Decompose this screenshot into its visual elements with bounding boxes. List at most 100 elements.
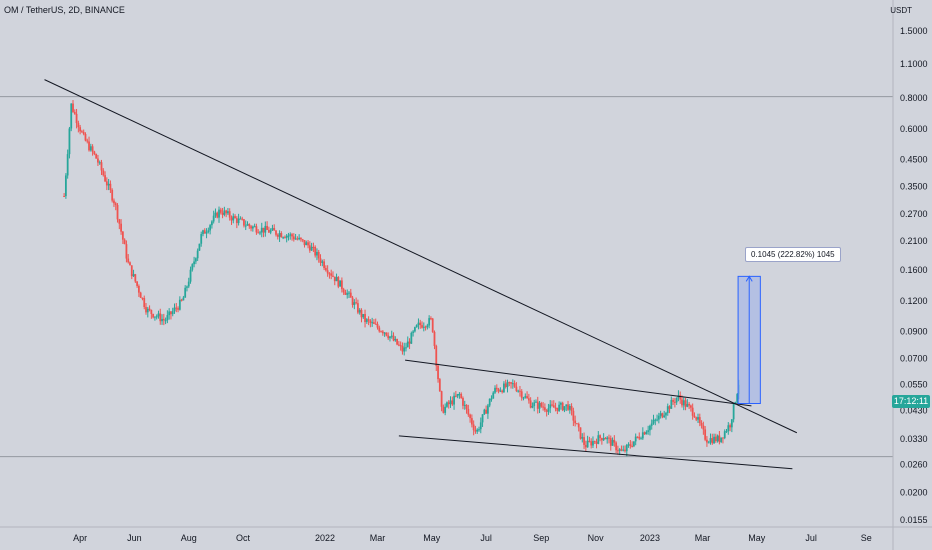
candle-body <box>565 404 568 407</box>
candle-body <box>693 415 696 418</box>
candle-body <box>237 218 240 224</box>
candle-body <box>291 234 293 237</box>
candle-body <box>568 406 571 410</box>
candle-body <box>312 246 315 248</box>
candle-body <box>424 326 427 328</box>
candle-body <box>196 250 199 259</box>
candle-body <box>595 441 598 444</box>
candle-body <box>697 417 699 420</box>
y-tick-label: 0.0900 <box>900 327 928 337</box>
candle-body <box>212 215 215 222</box>
candle-body <box>218 209 220 218</box>
candle-body <box>609 438 612 446</box>
candle-body <box>629 444 632 446</box>
candle-body <box>289 234 292 236</box>
candle-body <box>668 406 671 409</box>
candle-body <box>353 302 356 305</box>
candle-body <box>305 242 308 246</box>
candle-body <box>584 444 587 448</box>
candle-body <box>624 449 626 452</box>
candle-body <box>495 387 498 390</box>
candle-body <box>561 402 564 411</box>
candle-body <box>351 297 354 305</box>
candle-body <box>127 258 130 263</box>
trendline <box>398 435 793 470</box>
candle-body <box>210 221 213 226</box>
candle-body <box>549 404 552 409</box>
candle-body <box>526 396 528 399</box>
candle-body <box>515 386 518 391</box>
candle-body <box>136 281 139 286</box>
candle-body <box>467 409 470 415</box>
candle-body <box>590 441 593 446</box>
candle-body <box>77 123 80 128</box>
candle-body <box>223 210 226 215</box>
candle-body <box>66 154 69 176</box>
candle-body <box>307 242 309 246</box>
candle-body <box>276 234 279 237</box>
candle-body <box>75 113 78 124</box>
candle-body <box>504 383 507 388</box>
candle-body <box>68 128 71 155</box>
candle-body <box>684 400 687 407</box>
candle-body <box>300 237 302 240</box>
candle-body <box>369 320 372 323</box>
candle-body <box>551 404 553 406</box>
candle-body <box>403 347 406 352</box>
candle-body <box>453 395 455 405</box>
candle-body <box>114 203 117 205</box>
candle-body <box>558 404 561 411</box>
candle-body <box>700 423 703 426</box>
candle-body <box>360 309 363 318</box>
y-tick-label: 0.0550 <box>900 379 928 389</box>
candle-body <box>672 400 674 402</box>
candle-body <box>485 409 488 414</box>
chart-title: OM / TetherUS, 2D, BINANCE <box>4 5 125 15</box>
candle-body <box>688 403 691 406</box>
candle-body <box>130 265 133 277</box>
candle-body <box>367 319 370 321</box>
candle-body <box>524 396 527 398</box>
candle-body <box>91 146 94 152</box>
candle-body <box>70 103 73 129</box>
candle-body <box>316 251 318 256</box>
candle-body <box>221 212 224 215</box>
candle-body <box>184 287 187 298</box>
x-tick-label: Jun <box>127 533 142 543</box>
candle-body <box>600 438 603 441</box>
candle-body <box>319 258 322 263</box>
candle-body <box>465 404 468 410</box>
candle-body <box>634 436 637 442</box>
candle-body <box>109 183 112 190</box>
candle-body <box>627 444 630 446</box>
candle-body <box>365 319 368 323</box>
candle-body <box>134 274 137 282</box>
candle-body <box>137 285 140 293</box>
candle-body <box>426 325 429 328</box>
candle-body <box>656 419 658 421</box>
candle-body <box>152 314 155 318</box>
candle-body <box>383 332 386 334</box>
candle-body <box>401 345 404 352</box>
candle-body <box>673 401 676 403</box>
candle-body <box>241 218 244 220</box>
candle-body <box>275 230 277 235</box>
candle-body <box>308 245 311 251</box>
candle-body <box>447 402 450 405</box>
x-tick-label: Apr <box>73 533 87 543</box>
candle-body <box>713 436 715 444</box>
candle-body <box>446 402 448 407</box>
candle-body <box>470 418 473 425</box>
candle-body <box>339 280 342 287</box>
candle-body <box>492 392 495 399</box>
y-tick-label: 0.0260 <box>900 460 928 470</box>
candle-body <box>543 407 546 411</box>
x-tick-label: Jul <box>805 533 817 543</box>
candle-body <box>540 403 543 407</box>
y-tick-label: 0.0700 <box>900 354 928 364</box>
candle-body <box>104 175 106 182</box>
x-tick-label: Mar <box>695 533 711 543</box>
candle-body <box>444 406 447 413</box>
